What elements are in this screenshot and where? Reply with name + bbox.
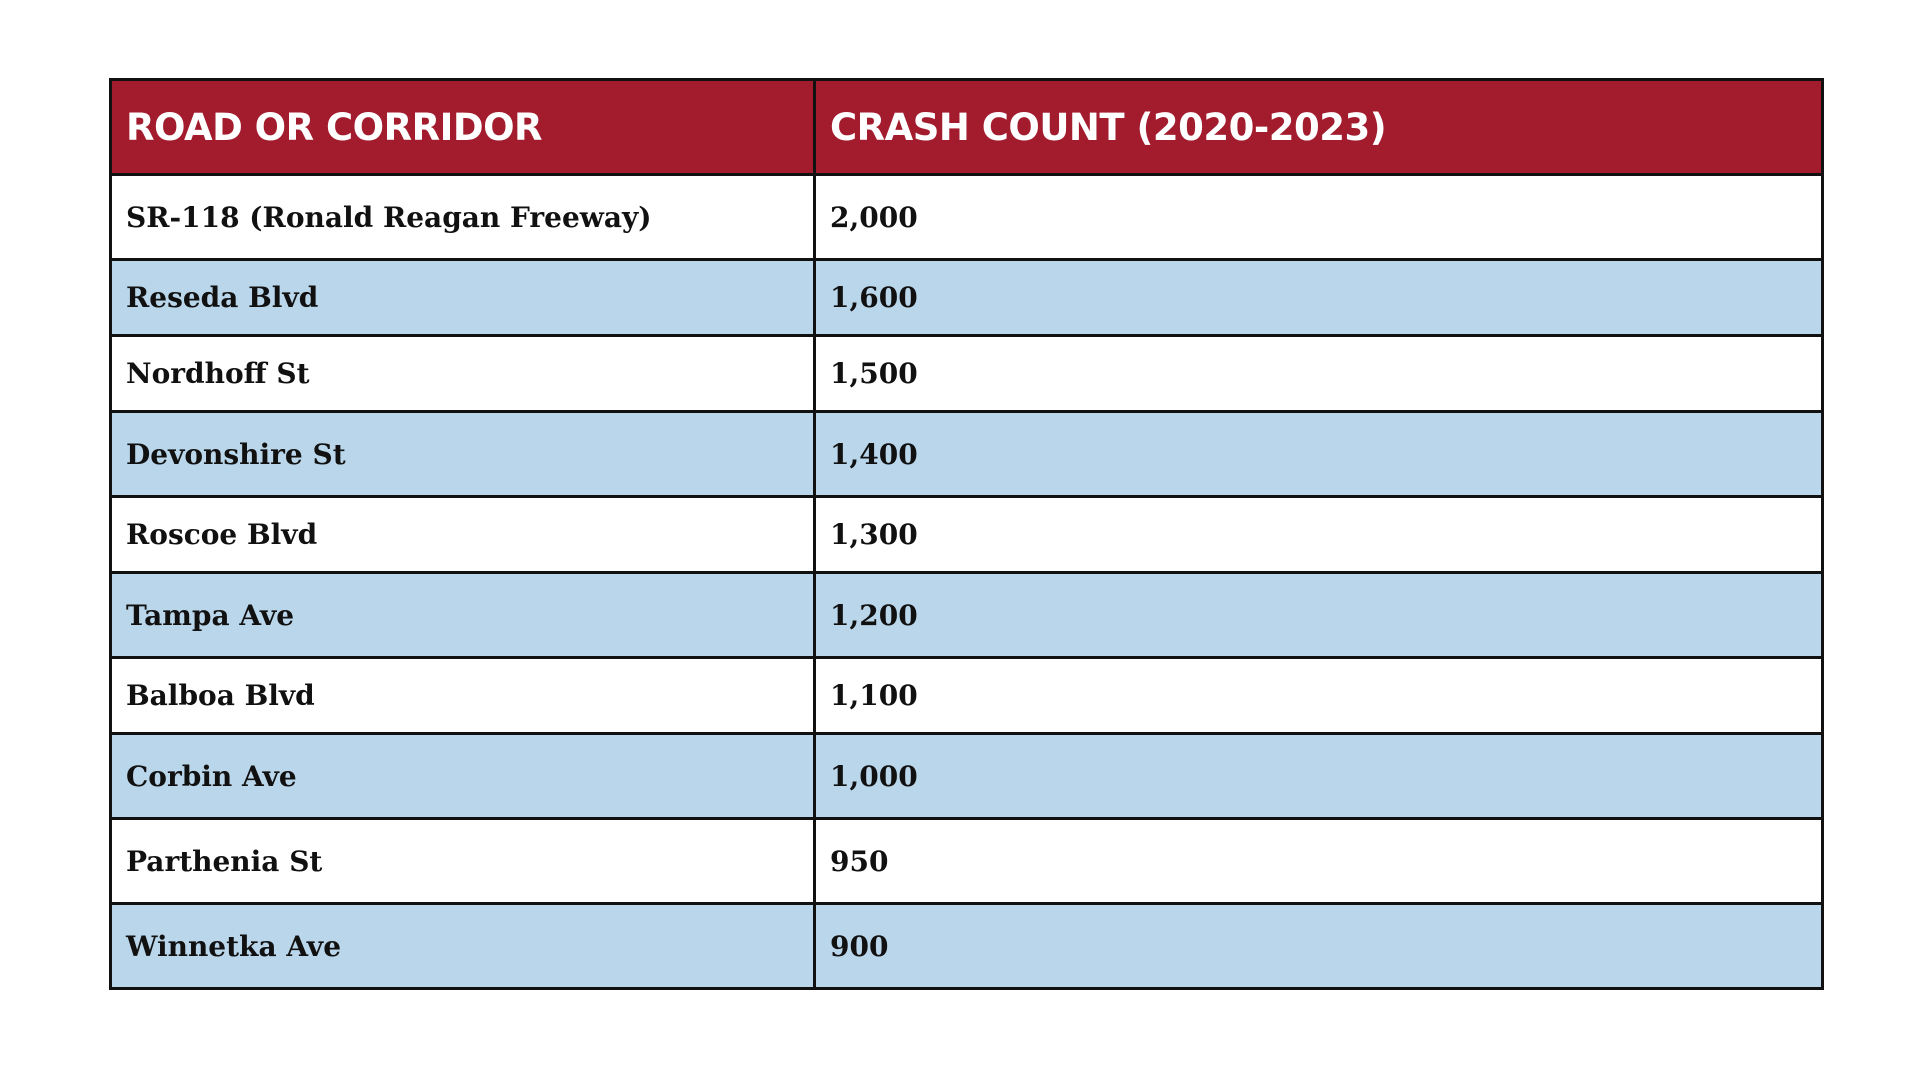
table-row: Balboa Blvd 1,100	[109, 656, 1824, 735]
road-cell: Nordhoff St	[109, 334, 816, 413]
header-crash-count: CRASH COUNT (2020-2023)	[813, 78, 1824, 176]
count-cell: 1,100	[813, 656, 1824, 735]
count-cell: 1,300	[813, 495, 1824, 574]
table-row: Parthenia St 950	[109, 817, 1824, 905]
count-cell: 1,000	[813, 732, 1824, 820]
table-row: Reseda Blvd 1,600	[109, 258, 1824, 337]
road-cell: SR-118 (Ronald Reagan Freeway)	[109, 173, 816, 261]
count-cell: 1,600	[813, 258, 1824, 337]
table-row: Winnetka Ave 900	[109, 902, 1824, 990]
road-cell: Corbin Ave	[109, 732, 816, 820]
table-row: Devonshire St 1,400	[109, 410, 1824, 498]
count-cell: 950	[813, 817, 1824, 905]
table-row: SR-118 (Ronald Reagan Freeway) 2,000	[109, 173, 1824, 261]
road-cell: Parthenia St	[109, 817, 816, 905]
count-cell: 1,400	[813, 410, 1824, 498]
road-cell: Winnetka Ave	[109, 902, 816, 990]
road-cell: Devonshire St	[109, 410, 816, 498]
table-header-row: ROAD OR CORRIDOR CRASH COUNT (2020-2023)	[109, 78, 1824, 176]
count-cell: 2,000	[813, 173, 1824, 261]
count-cell: 1,500	[813, 334, 1824, 413]
road-cell: Roscoe Blvd	[109, 495, 816, 574]
table-row: Corbin Ave 1,000	[109, 732, 1824, 820]
table-row: Nordhoff St 1,500	[109, 334, 1824, 413]
crash-count-table: ROAD OR CORRIDOR CRASH COUNT (2020-2023)…	[109, 78, 1824, 990]
header-road-or-corridor: ROAD OR CORRIDOR	[109, 78, 816, 176]
road-cell: Reseda Blvd	[109, 258, 816, 337]
road-cell: Balboa Blvd	[109, 656, 816, 735]
road-cell: Tampa Ave	[109, 571, 816, 659]
crash-count-table-container: ROAD OR CORRIDOR CRASH COUNT (2020-2023)…	[109, 78, 1824, 990]
count-cell: 1,200	[813, 571, 1824, 659]
table-row: Roscoe Blvd 1,300	[109, 495, 1824, 574]
count-cell: 900	[813, 902, 1824, 990]
table-row: Tampa Ave 1,200	[109, 571, 1824, 659]
